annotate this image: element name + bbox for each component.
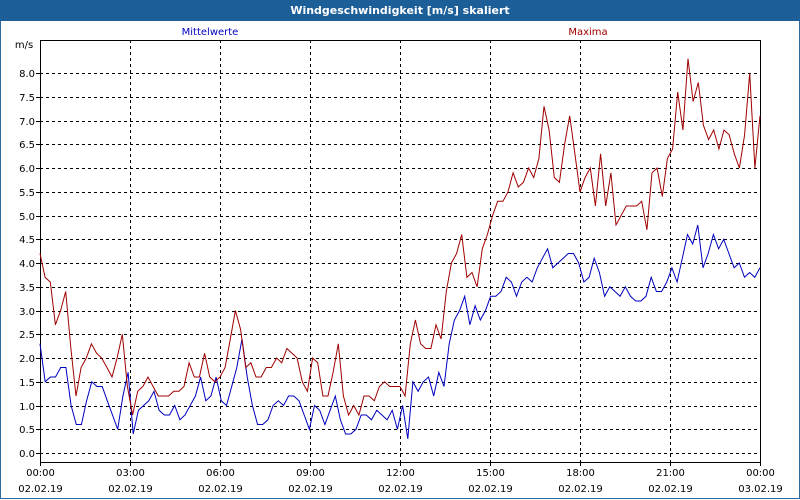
- x-tick-date-label: 02.02.19: [378, 484, 423, 495]
- y-tick-label: 1.5: [19, 378, 35, 389]
- y-tick-label: 7.5: [19, 93, 35, 104]
- y-tick-label: 6.0: [19, 164, 35, 175]
- y-tick-label: 3.5: [19, 283, 35, 294]
- x-tick-date-label: 02.02.19: [468, 484, 513, 495]
- y-tick-label: 5.5: [19, 188, 35, 199]
- x-tick-time-label: 03:00: [116, 468, 145, 479]
- legend-maxima: Maxima: [568, 27, 607, 38]
- y-tick-label: 0.5: [19, 425, 35, 436]
- y-tick-label: 8.0: [19, 69, 35, 80]
- y-tick-label: 5.0: [19, 212, 35, 223]
- x-tick-time-label: 09:00: [296, 468, 325, 479]
- y-tick-label: 0.0: [19, 449, 35, 460]
- x-tick-time-label: 21:00: [656, 468, 685, 479]
- y-tick-label: 7.0: [19, 117, 35, 128]
- x-tick-date-label: 02.02.19: [198, 484, 243, 495]
- y-tick-label: 3.0: [19, 307, 35, 318]
- x-tick-time-label: 15:00: [476, 468, 505, 479]
- x-tick-time-label: 12:00: [386, 468, 415, 479]
- legend-mittelwerte: Mittelwerte: [182, 27, 239, 38]
- x-tick-date-label: 03.02.19: [738, 484, 783, 495]
- x-tick-date-label: 02.02.19: [558, 484, 603, 495]
- x-tick-time-label: 18:00: [566, 468, 595, 479]
- x-tick-time-label: 00:00: [26, 468, 55, 479]
- y-tick-label: 4.5: [19, 235, 35, 246]
- x-tick-time-label: 06:00: [206, 468, 235, 479]
- series-line-maxima: [39, 58, 761, 417]
- x-tick-date-label: 02.02.19: [648, 484, 693, 495]
- axis-labels: 0.0 0.5 1.0 1.5 2.0 2.5 3.0 3.5 4.0 4.5 5.0 5.5 6.0 6…: [15, 27, 783, 495]
- x-tick-time-label: 00:00: [746, 468, 775, 479]
- x-tick-date-label: 02.02.19: [18, 484, 63, 495]
- y-tick-label: 4.0: [19, 259, 35, 270]
- y-tick-label: 2.0: [19, 354, 35, 365]
- series-lines: [39, 58, 761, 439]
- y-tick-label: 2.5: [19, 330, 35, 341]
- series-line-mittelwerte: [39, 224, 761, 439]
- x-tick-date-label: 02.02.19: [108, 484, 153, 495]
- grid-lines: [40, 40, 760, 462]
- axis-ticks: [36, 73, 761, 466]
- window-title: Windgeschwindigkeit [m/s] skaliert: [0, 0, 800, 21]
- y-axis-unit-label: m/s: [15, 40, 33, 51]
- y-tick-label: 1.0: [19, 402, 35, 413]
- x-tick-date-label: 02.02.19: [288, 484, 333, 495]
- y-tick-label: 6.5: [19, 140, 35, 151]
